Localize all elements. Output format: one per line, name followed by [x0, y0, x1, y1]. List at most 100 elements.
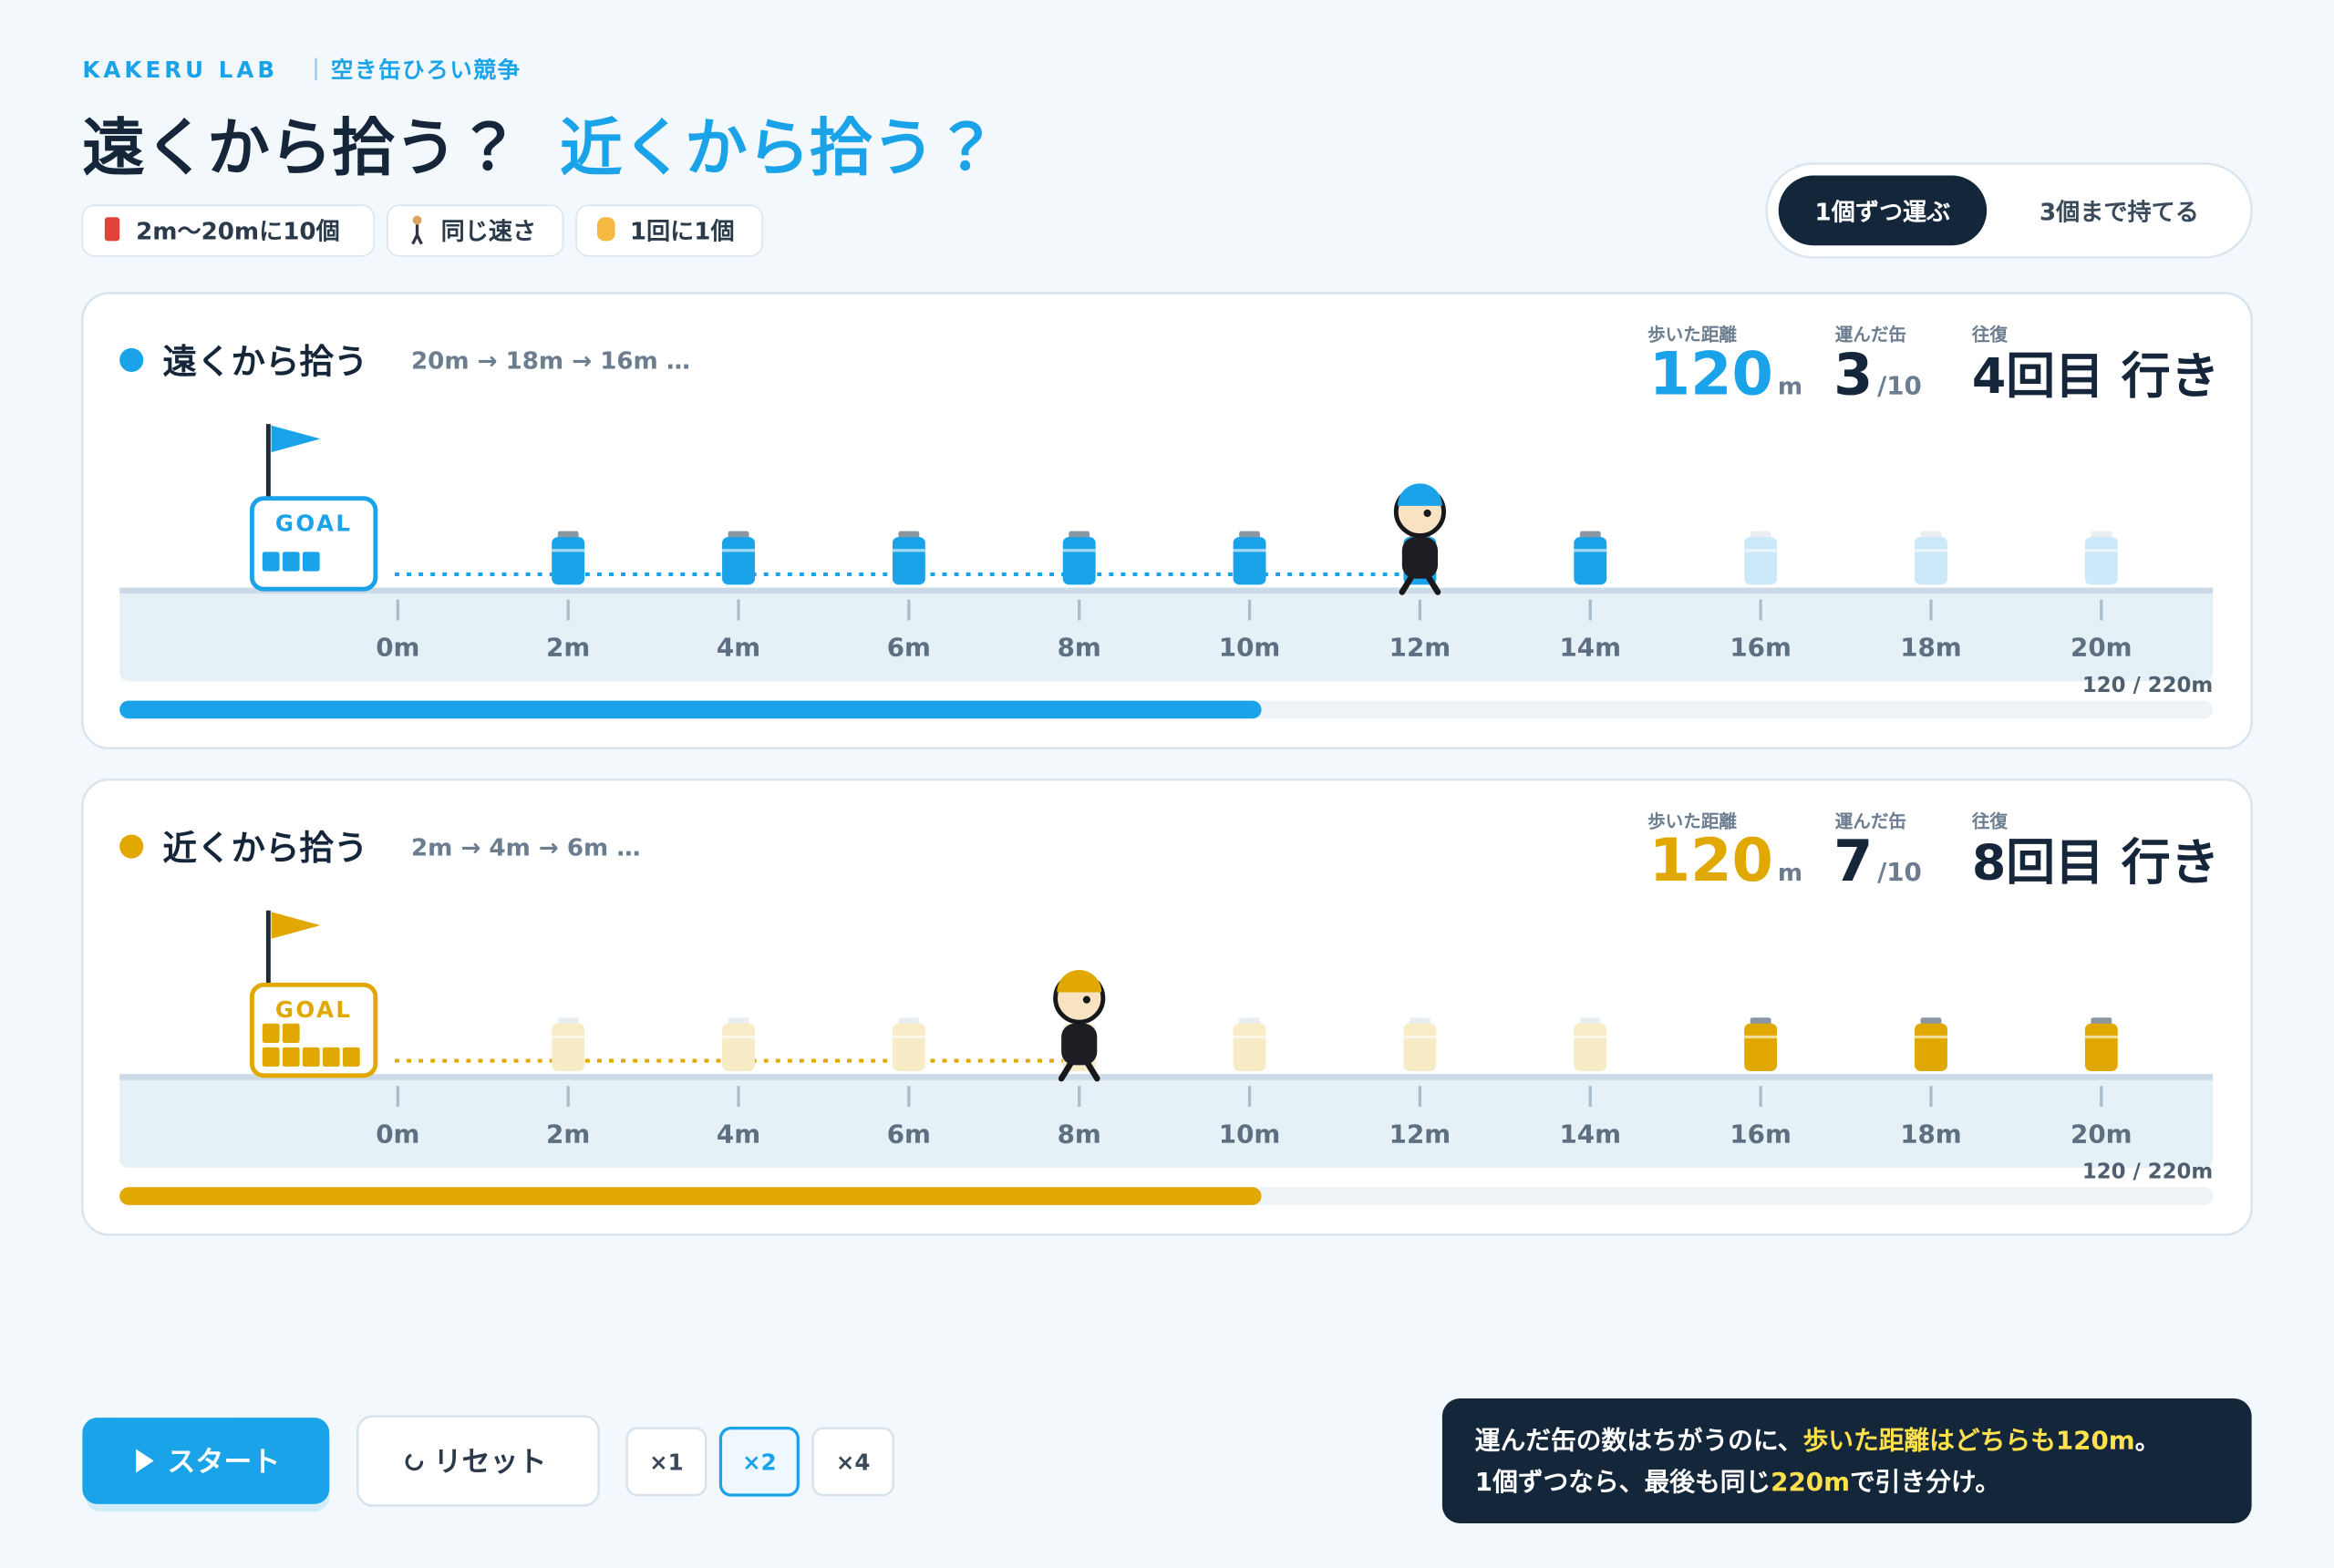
chip-label: 同じ速さ — [441, 219, 536, 246]
goal-can — [262, 1047, 280, 1068]
lane-dot — [119, 347, 144, 372]
goal-can — [262, 1023, 280, 1043]
can — [1744, 1017, 1778, 1071]
tick-label: 18m — [1900, 1119, 1962, 1149]
stat-label: 往復 — [1971, 810, 2009, 831]
tick-label: 2m — [546, 633, 590, 663]
can-body — [1574, 1023, 1607, 1071]
tick-label: 6m — [887, 1119, 931, 1149]
note-highlight: 歩いた距離はどちらも120m — [1803, 1425, 2135, 1455]
ground-line — [119, 1074, 2214, 1080]
can-body — [1233, 537, 1266, 585]
can-band — [1744, 1035, 1778, 1039]
can-band — [1233, 549, 1266, 552]
note-text: 1個ずつなら、最後も同じ — [1475, 1467, 1771, 1497]
stat-label: 運んだ缶 — [1835, 325, 1906, 346]
stat-label: 運んだ缶 — [1835, 810, 1906, 831]
distance-stat: 120 m — [1649, 826, 1802, 895]
goal-can — [322, 1047, 340, 1068]
note-line: 1個ずつなら、最後も同じ220mで引き分け。 — [1475, 1467, 2000, 1497]
can-cap — [1069, 531, 1090, 539]
tick-label: 2m — [546, 1119, 590, 1149]
speed-label[interactable]: ×2 — [742, 1449, 777, 1475]
goal-can — [282, 1047, 300, 1068]
start-label[interactable]: スタート — [167, 1446, 280, 1479]
tick-label: 18m — [1900, 633, 1962, 663]
stat-label: 往復 — [1971, 325, 2009, 346]
can-taken — [892, 1017, 925, 1071]
goal-label: GOAL — [275, 996, 353, 1023]
can-cap — [1239, 1017, 1260, 1026]
tick-label: 8m — [1058, 1119, 1101, 1149]
can-cap — [728, 531, 749, 539]
progress-bar — [119, 700, 1262, 719]
tick-label: 12m — [1389, 633, 1451, 663]
mode-option[interactable]: 1個ずつ運ぶ — [1815, 200, 1951, 227]
can-band — [2084, 549, 2118, 552]
can-taken — [1915, 531, 1947, 585]
speed-label[interactable]: ×1 — [649, 1449, 684, 1475]
can-taken — [2084, 531, 2118, 585]
carried-total: /10 — [1877, 370, 1922, 400]
can-body — [892, 537, 925, 585]
can-band — [722, 549, 755, 552]
play-icon — [136, 1449, 154, 1473]
walker-cap — [1397, 483, 1442, 506]
speed-button[interactable] — [625, 1427, 707, 1497]
stat-label: 歩いた距離 — [1647, 325, 1737, 346]
walk-icon — [411, 224, 423, 245]
walker-eye — [1082, 995, 1090, 1004]
note-highlight: 220m — [1771, 1467, 1850, 1497]
can-taken — [1574, 1017, 1607, 1071]
can — [892, 531, 925, 585]
can-band — [1915, 549, 1947, 552]
goal-can — [342, 1047, 360, 1068]
reset-button[interactable] — [356, 1415, 600, 1507]
chip-label: 1回に1個 — [630, 219, 735, 246]
distance-value: 120 — [1649, 339, 1773, 408]
start-button[interactable] — [82, 1418, 330, 1504]
goal-can — [302, 552, 320, 572]
flag — [271, 912, 321, 939]
can-band — [1233, 1035, 1266, 1039]
mode-option[interactable]: 3個まで持てる — [2040, 200, 2199, 227]
can-body — [722, 537, 755, 585]
tick-label: 0m — [376, 633, 419, 663]
can-body — [2084, 537, 2118, 585]
walker-body — [1061, 1023, 1098, 1066]
note-text: で引き分け。 — [1850, 1467, 2000, 1497]
chip-label: 2m〜20mに10個 — [136, 219, 340, 246]
progress-label: 120 / 220m — [2082, 1160, 2213, 1183]
can-body — [1403, 1023, 1437, 1071]
speed-button[interactable] — [811, 1427, 894, 1497]
speed-button[interactable] — [718, 1426, 800, 1497]
progress-label: 120 / 220m — [2082, 674, 2213, 697]
tick-label: 4m — [717, 1119, 760, 1149]
can-cap — [2091, 1017, 2112, 1026]
can-band — [722, 1035, 755, 1039]
can-body — [1915, 537, 1947, 585]
tick-label: 14m — [1560, 1119, 1622, 1149]
can — [2084, 1017, 2118, 1071]
can-cap — [898, 1017, 920, 1026]
can-cap — [1750, 1017, 1771, 1026]
reset-label[interactable]: リセット — [433, 1446, 546, 1479]
tick-label: 4m — [717, 633, 760, 663]
distance-stat: 120 m — [1649, 339, 1802, 408]
can — [1062, 531, 1096, 585]
chip — [387, 204, 564, 257]
carried-total: /10 — [1877, 857, 1922, 887]
walker — [1053, 969, 1106, 1082]
can-cap — [1920, 1017, 1942, 1026]
can-band — [1574, 1035, 1607, 1039]
can-band — [552, 1035, 585, 1039]
can — [722, 531, 755, 585]
distance-value: 120 — [1649, 826, 1773, 895]
tick-label: 16m — [1730, 633, 1792, 663]
tick-label: 0m — [376, 1119, 419, 1149]
goal-can — [282, 1023, 300, 1043]
lane-dot — [119, 834, 144, 859]
goal-can — [302, 1047, 320, 1068]
speed-label[interactable]: ×4 — [836, 1449, 871, 1475]
carried-value: 7 — [1833, 828, 1873, 894]
